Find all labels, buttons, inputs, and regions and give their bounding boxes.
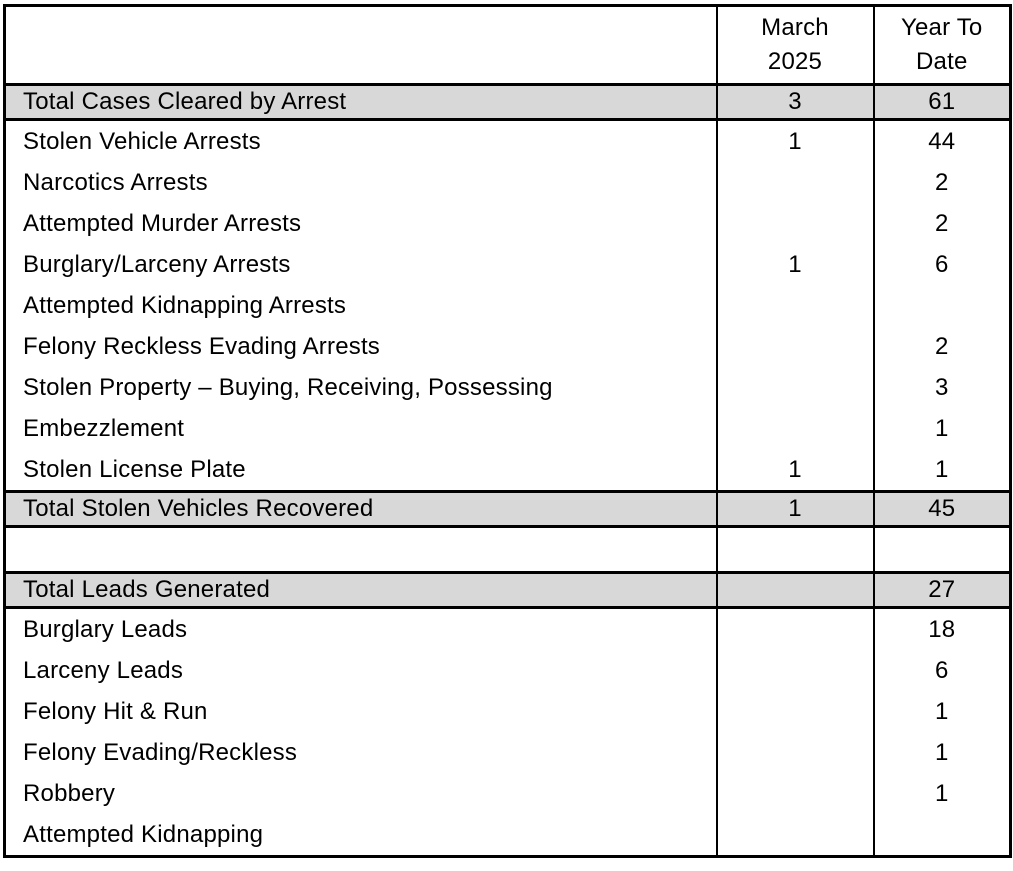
detail-row: Felony Evading/Reckless 1: [3, 732, 1012, 773]
ytd-value-cell: 1: [872, 691, 1012, 732]
march-value-cell: [715, 773, 875, 814]
stat-label-cell: Burglary Leads: [3, 607, 718, 650]
detail-row: Burglary/Larceny Arrests 1 6: [3, 244, 1012, 285]
ytd-value-cell: 61: [872, 83, 1012, 121]
stat-label-cell: Robbery: [3, 773, 718, 814]
march-value-cell: [715, 607, 875, 650]
total-row: Total Leads Generated 27: [3, 571, 1012, 609]
march-value-cell: 1: [715, 449, 875, 492]
ytd-value-cell: 6: [872, 244, 1012, 285]
march-header-line1: March: [761, 14, 829, 42]
ytd-value-cell: 3: [872, 367, 1012, 408]
ytd-value-cell: 45: [872, 490, 1012, 528]
ytd-value-cell: 18: [872, 607, 1012, 650]
stat-label-cell: Total Stolen Vehicles Recovered: [3, 490, 718, 528]
march-value-cell: [715, 326, 875, 367]
detail-row: Embezzlement 1: [3, 408, 1012, 449]
march-value-cell: [715, 203, 875, 244]
march-value-cell: [715, 408, 875, 449]
stat-label-cell: Total Cases Cleared by Arrest: [3, 83, 718, 121]
detail-row: Stolen License Plate 1 1: [3, 449, 1012, 492]
march-value-cell: [715, 571, 875, 609]
stat-label-cell: Felony Reckless Evading Arrests: [3, 326, 718, 367]
ytd-value-cell: 1: [872, 449, 1012, 492]
ytd-value-cell: [872, 285, 1012, 326]
march-value-cell: 1: [715, 244, 875, 285]
stat-label-cell: Attempted Kidnapping Arrests: [3, 285, 718, 326]
detail-row: Robbery 1: [3, 773, 1012, 814]
detail-row: Attempted Kidnapping Arrests: [3, 285, 1012, 326]
total-row: Total Stolen Vehicles Recovered 1 45: [3, 490, 1012, 528]
spacer-row: [3, 526, 1012, 573]
march-value-cell: [715, 732, 875, 773]
detail-row: Burglary Leads 18: [3, 607, 1012, 650]
table-body: Total Cases Cleared by Arrest 3 61 Stolen V…: [3, 83, 1012, 857]
empty-header-cell: [3, 5, 718, 86]
crime-stats-table: March 2025 Year To Date Total Cases Clea…: [3, 4, 1012, 858]
detail-row: Felony Reckless Evading Arrests 2: [3, 326, 1012, 367]
stat-label-cell: Attempted Murder Arrests: [3, 203, 718, 244]
ytd-value-cell: 6: [872, 650, 1012, 691]
ytd-value-cell: 1: [872, 732, 1012, 773]
ytd-value-cell: 1: [872, 408, 1012, 449]
detail-row: Attempted Kidnapping: [3, 814, 1012, 857]
march-value-cell: 3: [715, 83, 875, 121]
ytd-value-cell: [872, 814, 1012, 857]
stat-label-cell: Felony Evading/Reckless: [3, 732, 718, 773]
march-header-line2: 2025: [767, 48, 823, 75]
stat-label-cell: Stolen Property – Buying, Receiving, Pos…: [3, 367, 718, 408]
detail-row: Stolen Property – Buying, Receiving, Pos…: [3, 367, 1012, 408]
march-value-cell: [715, 526, 875, 573]
stat-label-cell: Felony Hit & Run: [3, 691, 718, 732]
year-to-date-column-header: Year To Date: [872, 5, 1012, 86]
detail-row: Attempted Murder Arrests 2: [3, 203, 1012, 244]
stat-label-cell: Embezzlement: [3, 408, 718, 449]
ytd-value-cell: 2: [872, 162, 1012, 203]
ytd-value-cell: 2: [872, 326, 1012, 367]
stat-label-cell: Larceny Leads: [3, 650, 718, 691]
stat-label-cell: Narcotics Arrests: [3, 162, 718, 203]
ytd-value-cell: 44: [872, 119, 1012, 162]
detail-row: Stolen Vehicle Arrests 1 44: [3, 119, 1012, 162]
ytd-value-cell: 2: [872, 203, 1012, 244]
ytd-header-line2: Date: [916, 48, 968, 75]
ytd-header-line1: Year To: [901, 14, 983, 42]
march-value-cell: 1: [715, 490, 875, 528]
march-value-cell: [715, 285, 875, 326]
march-value-cell: 1: [715, 119, 875, 162]
stat-label-cell: [3, 526, 718, 573]
march-2025-column-header: March 2025: [715, 5, 875, 86]
march-value-cell: [715, 367, 875, 408]
ytd-value-cell: 27: [872, 571, 1012, 609]
march-value-cell: [715, 162, 875, 203]
stat-label-cell: Total Leads Generated: [3, 571, 718, 609]
table-header-row: March 2025 Year To Date: [3, 5, 1012, 86]
stat-label-cell: Burglary/Larceny Arrests: [3, 244, 718, 285]
march-value-cell: [715, 814, 875, 857]
stat-label-cell: Stolen Vehicle Arrests: [3, 119, 718, 162]
total-row: Total Cases Cleared by Arrest 3 61: [3, 83, 1012, 121]
stat-label-cell: Attempted Kidnapping: [3, 814, 718, 857]
detail-row: Larceny Leads 6: [3, 650, 1012, 691]
ytd-value-cell: [872, 526, 1012, 573]
march-value-cell: [715, 650, 875, 691]
march-value-cell: [715, 691, 875, 732]
detail-row: Felony Hit & Run 1: [3, 691, 1012, 732]
stat-label-cell: Stolen License Plate: [3, 449, 718, 492]
detail-row: Narcotics Arrests 2: [3, 162, 1012, 203]
ytd-value-cell: 1: [872, 773, 1012, 814]
